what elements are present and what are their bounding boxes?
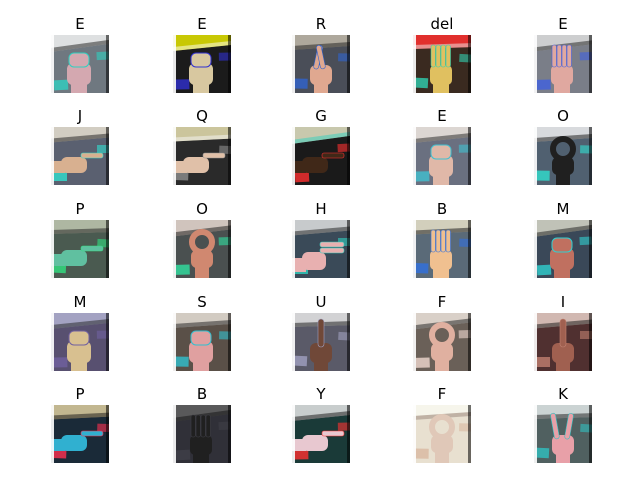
hand-sign-image: [173, 220, 231, 278]
cell-title: M: [556, 200, 570, 218]
hand-sign-image: [51, 35, 109, 93]
hand-sign-image: [413, 35, 471, 93]
hand-sign-image: [51, 220, 109, 278]
grid-cell: E: [172, 12, 232, 93]
grid-cell: E: [50, 12, 110, 93]
hand-sign-image: [292, 405, 350, 463]
grid-cell: U: [291, 290, 351, 371]
cell-title: G: [315, 107, 327, 125]
cell-title: P: [75, 200, 85, 218]
grid-cell: Q: [172, 104, 232, 185]
grid-cell: B: [412, 197, 472, 278]
hand-sign-image: [173, 35, 231, 93]
hand-sign-image: [292, 35, 350, 93]
hand-sign-image: [413, 405, 471, 463]
hand-sign-image: [51, 405, 109, 463]
cell-title: O: [557, 107, 569, 125]
hand-sign-image: [292, 127, 350, 185]
hand-sign-image: [534, 405, 592, 463]
cell-title: E: [558, 15, 568, 33]
grid-cell: E: [533, 12, 593, 93]
grid-cell: F: [412, 382, 472, 463]
cell-title: Q: [196, 107, 208, 125]
cell-title: J: [77, 107, 83, 125]
grid-cell: K: [533, 382, 593, 463]
cell-title: S: [197, 293, 207, 311]
cell-title: K: [558, 385, 568, 403]
cell-title: E: [437, 107, 447, 125]
hand-sign-image: [413, 127, 471, 185]
cell-title: I: [560, 293, 566, 311]
grid-cell: O: [533, 104, 593, 185]
hand-sign-image: [413, 313, 471, 371]
grid-cell: H: [291, 197, 351, 278]
grid-cell: M: [533, 197, 593, 278]
grid-cell: del: [412, 12, 472, 93]
hand-sign-image: [413, 220, 471, 278]
cell-title: E: [197, 15, 207, 33]
grid-cell: E: [412, 104, 472, 185]
grid-cell: I: [533, 290, 593, 371]
cell-title: Y: [316, 385, 326, 403]
cell-title: M: [73, 293, 87, 311]
cell-title: R: [315, 15, 327, 33]
cell-title: O: [196, 200, 208, 218]
grid-cell: B: [172, 382, 232, 463]
grid-cell: S: [172, 290, 232, 371]
cell-title: H: [315, 200, 327, 218]
hand-sign-image: [534, 35, 592, 93]
grid-cell: M: [50, 290, 110, 371]
cell-title: E: [75, 15, 85, 33]
grid-cell: F: [412, 290, 472, 371]
grid-cell: P: [50, 382, 110, 463]
grid-cell: R: [291, 12, 351, 93]
hand-sign-image: [534, 220, 592, 278]
hand-sign-image: [292, 313, 350, 371]
hand-sign-image: [173, 313, 231, 371]
cell-title: U: [315, 293, 327, 311]
cell-title: P: [75, 385, 85, 403]
grid-cell: J: [50, 104, 110, 185]
hand-sign-image: [534, 127, 592, 185]
cell-title: B: [436, 200, 448, 218]
hand-sign-image: [173, 405, 231, 463]
grid-cell: P: [50, 197, 110, 278]
grid-cell: G: [291, 104, 351, 185]
hand-sign-image: [51, 313, 109, 371]
cell-title: B: [196, 385, 208, 403]
hand-sign-image: [173, 127, 231, 185]
grid-cell: O: [172, 197, 232, 278]
grid-cell: Y: [291, 382, 351, 463]
cell-title: F: [437, 385, 447, 403]
hand-sign-image: [534, 313, 592, 371]
cell-title: del: [430, 15, 454, 33]
cell-title: F: [437, 293, 447, 311]
hand-sign-image: [51, 127, 109, 185]
hand-sign-image: [292, 220, 350, 278]
